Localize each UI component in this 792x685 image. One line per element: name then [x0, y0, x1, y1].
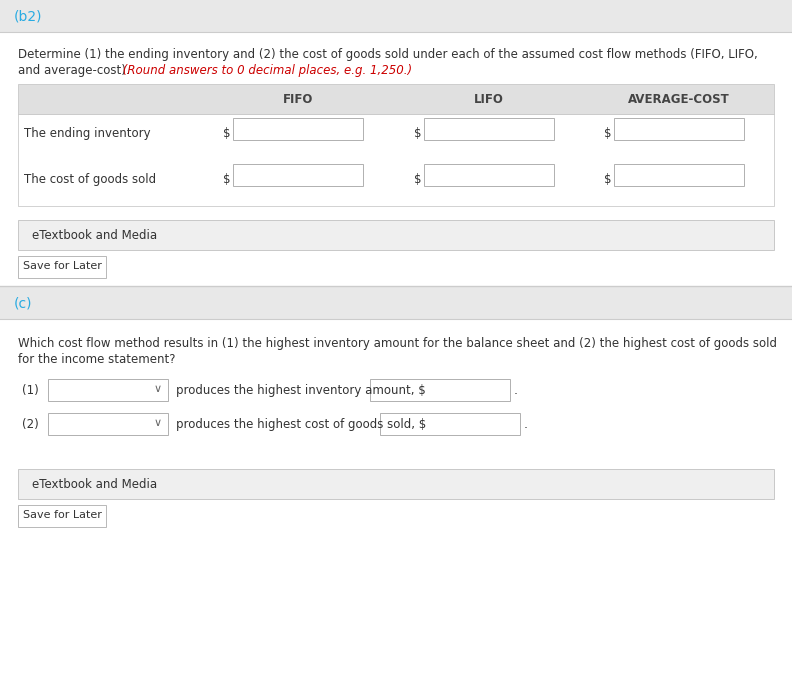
- Bar: [48, 413, 168, 435]
- Bar: [233, 118, 364, 140]
- Text: .: .: [514, 384, 518, 397]
- Text: $: $: [223, 173, 230, 186]
- Text: AVERAGE-COST: AVERAGE-COST: [628, 93, 729, 106]
- Text: (b2): (b2): [14, 9, 43, 23]
- Bar: [614, 118, 744, 140]
- Text: for the income statement?: for the income statement?: [18, 353, 176, 366]
- Bar: [18, 84, 774, 114]
- Text: (2): (2): [22, 418, 39, 431]
- Text: $: $: [223, 127, 230, 140]
- Bar: [424, 164, 554, 186]
- Text: eTextbook and Media: eTextbook and Media: [32, 478, 157, 491]
- Bar: [614, 164, 744, 186]
- Bar: [48, 379, 168, 401]
- Bar: [379, 413, 520, 435]
- Text: ∨: ∨: [154, 418, 162, 428]
- Bar: [18, 114, 774, 206]
- Text: .: .: [524, 418, 527, 431]
- Bar: [18, 220, 774, 250]
- Text: Save for Later: Save for Later: [22, 510, 101, 520]
- Text: FIFO: FIFO: [283, 93, 314, 106]
- Text: (Round answers to 0 decimal places, e.g. 1,250.): (Round answers to 0 decimal places, e.g.…: [119, 64, 412, 77]
- Text: $: $: [604, 127, 611, 140]
- Text: produces the highest cost of goods sold, $: produces the highest cost of goods sold,…: [176, 418, 426, 431]
- Text: Which cost flow method results in (1) the highest inventory amount for the balan: Which cost flow method results in (1) th…: [18, 337, 777, 350]
- Bar: [370, 379, 510, 401]
- Text: Determine (1) the ending inventory and (2) the cost of goods sold under each of : Determine (1) the ending inventory and (…: [18, 48, 758, 61]
- Text: The cost of goods sold: The cost of goods sold: [24, 173, 156, 186]
- Text: and average-cost).: and average-cost).: [18, 64, 130, 77]
- Text: $: $: [413, 173, 421, 186]
- Bar: [18, 469, 774, 499]
- Text: ∨: ∨: [154, 384, 162, 394]
- Bar: [18, 256, 106, 278]
- Text: produces the highest inventory amount, $: produces the highest inventory amount, $: [176, 384, 426, 397]
- Text: Save for Later: Save for Later: [22, 261, 101, 271]
- Text: (1): (1): [22, 384, 39, 397]
- Text: (c): (c): [14, 296, 32, 310]
- Bar: [0, 287, 792, 319]
- Bar: [424, 118, 554, 140]
- Bar: [233, 164, 364, 186]
- Text: $: $: [413, 127, 421, 140]
- Text: $: $: [604, 173, 611, 186]
- Text: The ending inventory: The ending inventory: [24, 127, 150, 140]
- Text: eTextbook and Media: eTextbook and Media: [32, 229, 157, 242]
- Bar: [18, 505, 106, 527]
- Text: LIFO: LIFO: [474, 93, 504, 106]
- Bar: [0, 0, 792, 32]
